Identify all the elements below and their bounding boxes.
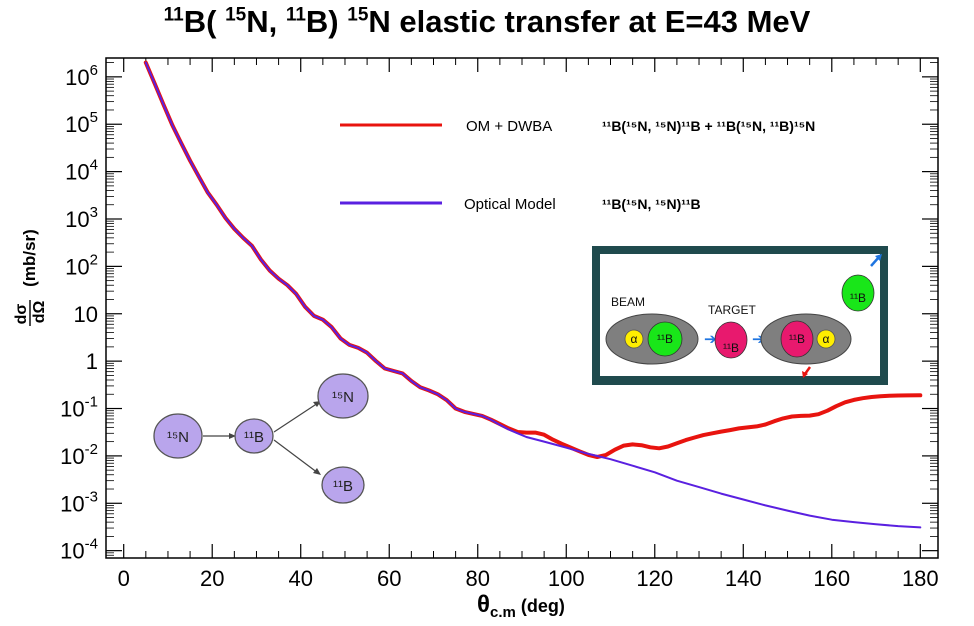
x-tick-label: 100 [548, 566, 585, 591]
recoil-arrowhead [802, 371, 808, 378]
beam-alpha-particle [624, 329, 644, 349]
legend-label-optical-model: Optical Model [464, 196, 556, 213]
scheme-arrowhead [229, 433, 236, 439]
beam-b11-label: ¹¹B [657, 332, 673, 346]
x-tick-label: 180 [902, 566, 939, 591]
svg-text:dσ: dσ [13, 304, 30, 325]
product-alpha-particle [816, 329, 836, 349]
scheme-node-n15 [153, 413, 203, 459]
y-tick-label: 102 [65, 251, 98, 279]
y-tick-label: 10-4 [60, 536, 98, 564]
y-tick-label: 103 [65, 204, 98, 232]
x-tick-label: 160 [813, 566, 850, 591]
chart-title: 11B( 15N, 11B) 15N elastic transfer at E… [163, 4, 811, 39]
scheme-arrowhead [313, 468, 321, 475]
y-tick-label: 105 [65, 109, 98, 137]
scheme-node-b11-label: ¹¹B [244, 429, 264, 446]
y-tick-label: 106 [65, 62, 98, 90]
svg-text:dΩ: dΩ [31, 301, 48, 324]
x-tick-label: 0 [118, 566, 130, 591]
scheme-arrow-to-n15 [273, 402, 319, 433]
inset-beam-label: BEAM [611, 295, 645, 309]
x-tick-label: 80 [466, 566, 490, 591]
beam-alpha-label: α [631, 332, 638, 346]
recoil-arrow [803, 366, 812, 375]
ejectile-b11-label: ¹¹B [850, 291, 866, 305]
scheme-node-b11 [234, 418, 274, 454]
target-b11 [714, 321, 748, 359]
y-tick-label: 10-3 [60, 488, 98, 516]
ejectile-arrowhead [875, 254, 882, 261]
svg-text:(mb/sr): (mb/sr) [20, 229, 39, 287]
series-line-optical-model [144, 61, 922, 529]
scheme-arrow-to-b11 [273, 439, 319, 474]
scheme-node-b11-out-label: ¹¹B [333, 478, 353, 495]
x-tick-label: 140 [725, 566, 762, 591]
target-b11-label: ¹¹B [723, 341, 739, 355]
x-axis-ticks: 0 20 40 60 80 100 120 140 160 180 [118, 58, 939, 591]
product-alpha-label: α [823, 332, 830, 346]
scheme-node-n15-out-label: ¹⁵N [332, 389, 354, 406]
y-axis-title: dσ dΩ (mb/sr) [13, 229, 48, 326]
y-axis-ticks: 10-4 10-3 10-2 10-1 1 10 102 103 104 105 106 [60, 62, 938, 564]
x-tick-label: 120 [636, 566, 673, 591]
inset-target-label: TARGET [708, 303, 756, 317]
product-b11-core [780, 320, 814, 358]
y-tick-label: 104 [65, 157, 98, 185]
scheme-node-n15-out [317, 373, 369, 419]
y-tick-label: 1 [86, 349, 98, 374]
legend-label-om-dwba: OM + DWBA [466, 118, 552, 135]
transfer-inset: BEAM α ¹¹B ➔ TARGET ¹¹B ➔ ¹¹B α ¹¹B [592, 246, 888, 385]
y-tick-label: 10 [74, 302, 98, 327]
x-tick-label: 60 [377, 566, 401, 591]
legend-formula-optical-model: ¹¹B(¹⁵N, ¹⁵N)¹¹B [602, 196, 701, 212]
y-tick-label: 10-2 [60, 441, 98, 469]
product-b11-label: ¹¹B [789, 332, 805, 346]
scheme-node-b11-out [321, 466, 365, 504]
x-tick-label: 40 [288, 566, 312, 591]
reaction-scheme: ¹⁵N ¹¹B ¹⁵N ¹¹B [153, 373, 369, 504]
x-tick-label: 20 [200, 566, 224, 591]
x-axis-title: θc.m (deg) [477, 591, 565, 621]
scheme-node-n15-label: ¹⁵N [167, 429, 189, 446]
inset-arrow-1: ➔ [704, 331, 717, 348]
legend-formula-om-dwba: ¹¹B(¹⁵N, ¹⁵N)¹¹B + ¹¹B(¹⁵N, ¹¹B)¹⁵N [602, 118, 815, 134]
beam-b11-core [647, 321, 683, 357]
ejectile-b11 [841, 274, 875, 312]
y-tick-label: 10-1 [60, 394, 98, 422]
legend: OM + DWBA ¹¹B(¹⁵N, ¹⁵N)¹¹B + ¹¹B(¹⁵N, ¹¹… [340, 118, 815, 213]
